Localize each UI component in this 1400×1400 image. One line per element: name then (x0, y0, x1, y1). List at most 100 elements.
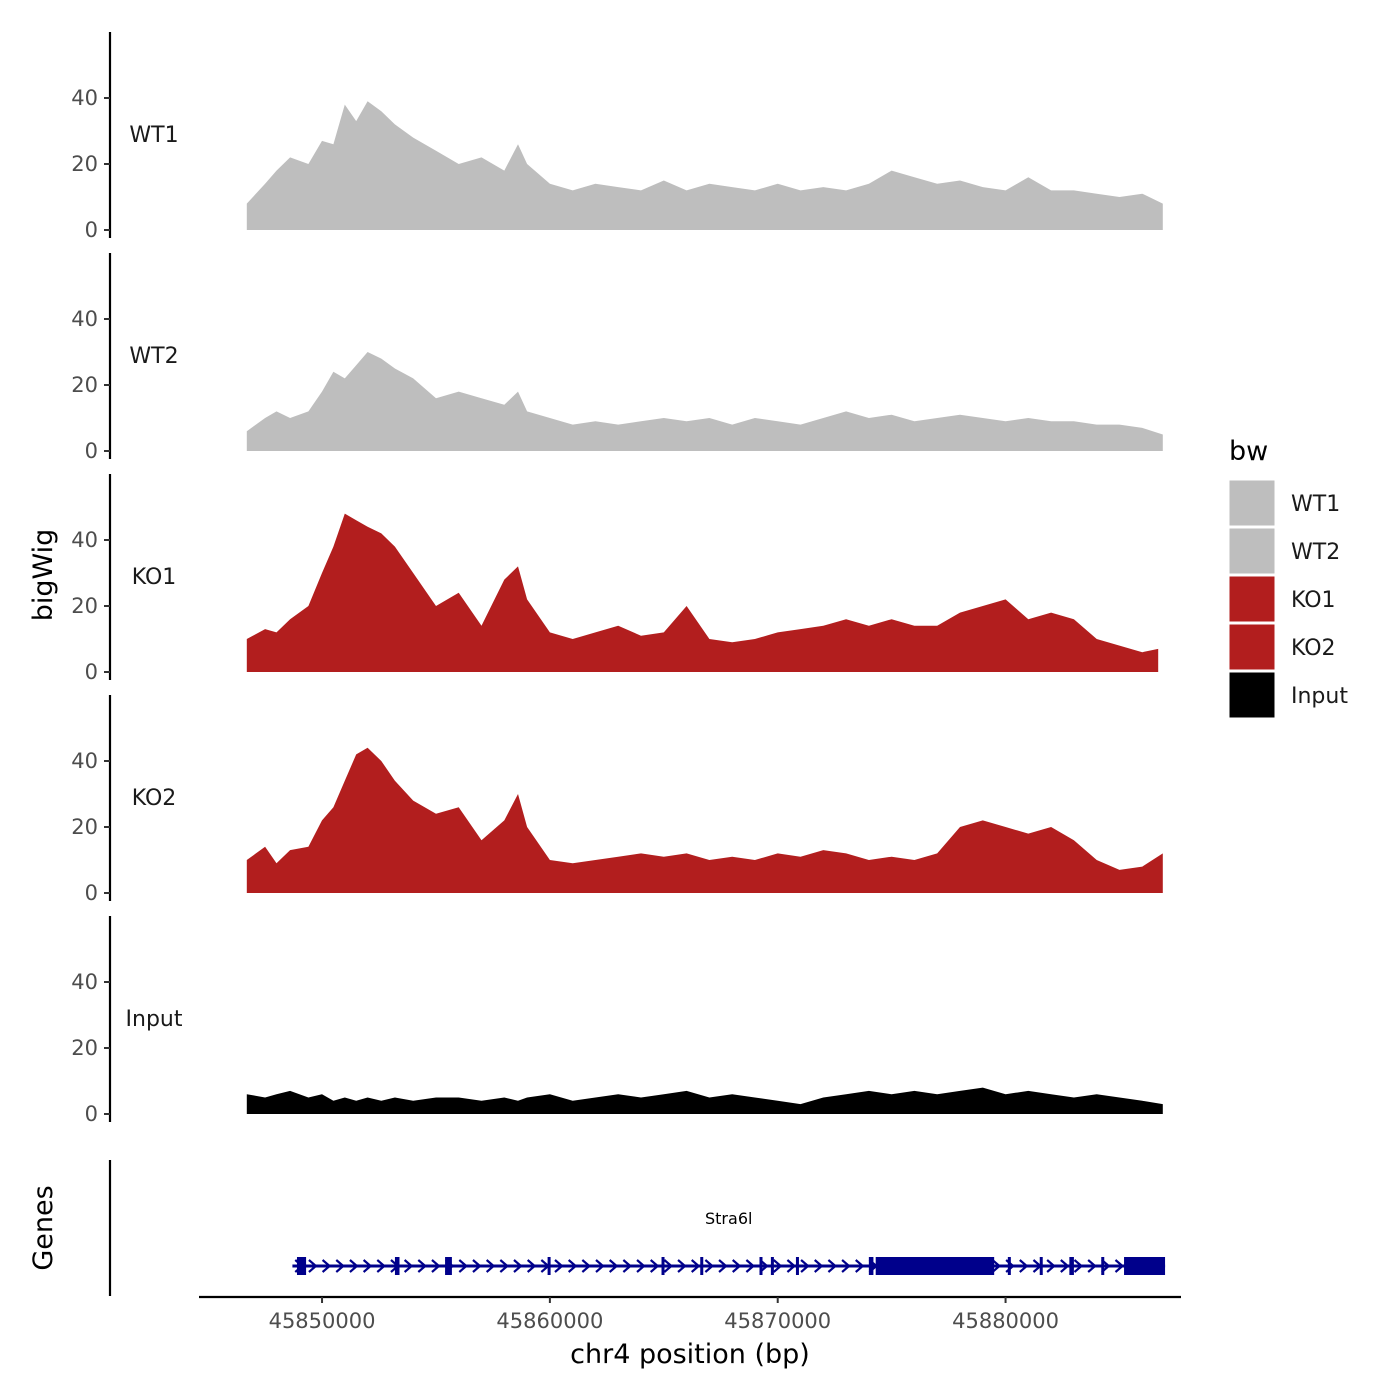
gene-exon (394, 1257, 400, 1275)
y-tick-label: 20 (71, 1036, 98, 1060)
gene-exon (1039, 1257, 1043, 1275)
strand-arrow (773, 1259, 783, 1273)
track-wt2: 0 20 40 WT2 (71, 253, 1163, 463)
strand-arrow (595, 1259, 605, 1273)
genes-track-title: Genes (28, 1185, 59, 1270)
strand-arrow (349, 1259, 359, 1273)
strand-arrow (458, 1259, 468, 1273)
strand-arrow (417, 1259, 427, 1273)
area-ko1 (246, 513, 1159, 672)
strand-arrow (581, 1259, 592, 1273)
gene-exon (445, 1257, 452, 1275)
track-label: Input (126, 1007, 183, 1032)
y-tick-label: 20 (71, 815, 98, 839)
strand-arrow (335, 1259, 345, 1273)
area-wt2 (246, 352, 1163, 451)
track-input: 0 20 40 Input (71, 916, 1163, 1126)
strand-arrow (485, 1259, 496, 1273)
strand-arrow (841, 1259, 851, 1273)
strand-arrow (855, 1259, 865, 1273)
legend-label: WT2 (1291, 540, 1340, 565)
legend-key (1228, 479, 1276, 527)
strand-arrow (499, 1259, 509, 1273)
gene-exon (700, 1257, 704, 1275)
legend-key (1228, 623, 1276, 671)
strand-arrow (526, 1259, 537, 1273)
strand-arrow (800, 1259, 810, 1273)
strand-arrow (636, 1259, 646, 1273)
strand-arrow (814, 1259, 824, 1273)
strand-arrow (827, 1259, 838, 1273)
legend-label: WT1 (1291, 492, 1340, 517)
y-tick-label: 20 (71, 152, 98, 176)
strand-arrow (622, 1259, 633, 1273)
legend-key (1228, 575, 1276, 623)
strand-arrow (554, 1259, 564, 1273)
strand-arrow (1073, 1259, 1084, 1273)
gene-exon (1069, 1257, 1074, 1275)
strand-arrow (663, 1259, 674, 1273)
strand-arrow (1114, 1259, 1125, 1273)
legend: WT1 WT2 KO1 KO2 Input (1228, 479, 1348, 719)
strand-arrow (472, 1259, 482, 1273)
gene-exon (661, 1257, 665, 1275)
legend-label: KO1 (1291, 588, 1336, 613)
area-wt1 (246, 101, 1163, 230)
track-wt1: 0 20 40 WT1 (71, 32, 1163, 242)
strand-arrow (1019, 1259, 1029, 1273)
track-label: WT1 (129, 123, 178, 148)
y-tick-label: 0 (85, 439, 98, 463)
legend-label: Input (1291, 684, 1348, 709)
y-tick-label: 40 (71, 970, 98, 994)
gene-exon (770, 1257, 774, 1275)
y-tick-label: 0 (85, 218, 98, 242)
strand-arrow (376, 1259, 386, 1273)
gene-exon (1124, 1257, 1166, 1275)
gene-exon (795, 1257, 799, 1275)
y-tick-label: 40 (71, 307, 98, 331)
gene-exon (547, 1257, 551, 1275)
y-tick-label: 40 (71, 749, 98, 773)
y-tick-label: 0 (85, 881, 98, 905)
strand-arrow (567, 1259, 578, 1273)
strand-arrow (1087, 1259, 1097, 1273)
y-tick-label: 40 (71, 86, 98, 110)
track-label: KO2 (132, 786, 177, 811)
strand-arrow (690, 1259, 701, 1273)
strand-arrow (731, 1259, 742, 1273)
strand-arrow (649, 1259, 660, 1273)
y-tick-label: 0 (85, 1102, 98, 1126)
strand-arrow (362, 1259, 373, 1273)
strand-arrow (1060, 1259, 1070, 1273)
gene-exon (759, 1257, 763, 1275)
strand-arrow (403, 1259, 414, 1273)
strand-arrow (786, 1259, 797, 1273)
strand-arrow (308, 1259, 318, 1273)
gene-exon (1007, 1257, 1011, 1275)
strand-arrow (321, 1259, 332, 1273)
x-tick-label: 45870000 (724, 1309, 831, 1333)
strand-arrow (1046, 1259, 1056, 1273)
x-axis-title: chr4 position (bp) (570, 1339, 810, 1370)
strand-arrow (677, 1259, 687, 1273)
area-ko2 (246, 747, 1163, 893)
y-tick-label: 40 (71, 528, 98, 552)
x-axis: 45850000 45860000 45870000 45880000 (199, 1295, 1181, 1333)
gene-exon (296, 1257, 307, 1275)
legend-key (1228, 671, 1276, 719)
track-label: KO1 (132, 565, 177, 590)
legend-label: KO2 (1291, 636, 1336, 661)
strand-arrow (513, 1259, 523, 1273)
track-label: WT2 (129, 344, 178, 369)
y-tick-label: 20 (71, 373, 98, 397)
gene-exon (875, 1257, 995, 1275)
x-tick-label: 45860000 (496, 1309, 603, 1333)
gene-exon (868, 1257, 874, 1275)
strand-arrow (608, 1259, 619, 1273)
strand-arrow (704, 1259, 715, 1273)
x-tick-label: 45880000 (952, 1309, 1059, 1333)
gene-name-label: Stra6l (705, 1209, 752, 1228)
strand-arrow (718, 1259, 728, 1273)
gene-exon (1101, 1257, 1105, 1275)
